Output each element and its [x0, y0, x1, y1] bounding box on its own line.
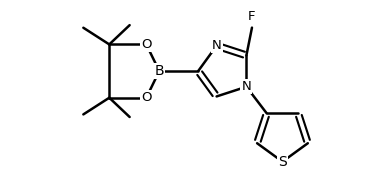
Text: F: F — [248, 10, 256, 23]
Text: N: N — [242, 80, 251, 93]
Text: S: S — [278, 155, 287, 169]
Text: N: N — [212, 39, 221, 52]
Text: B: B — [154, 64, 164, 78]
Text: O: O — [141, 91, 152, 104]
Text: O: O — [141, 38, 152, 51]
